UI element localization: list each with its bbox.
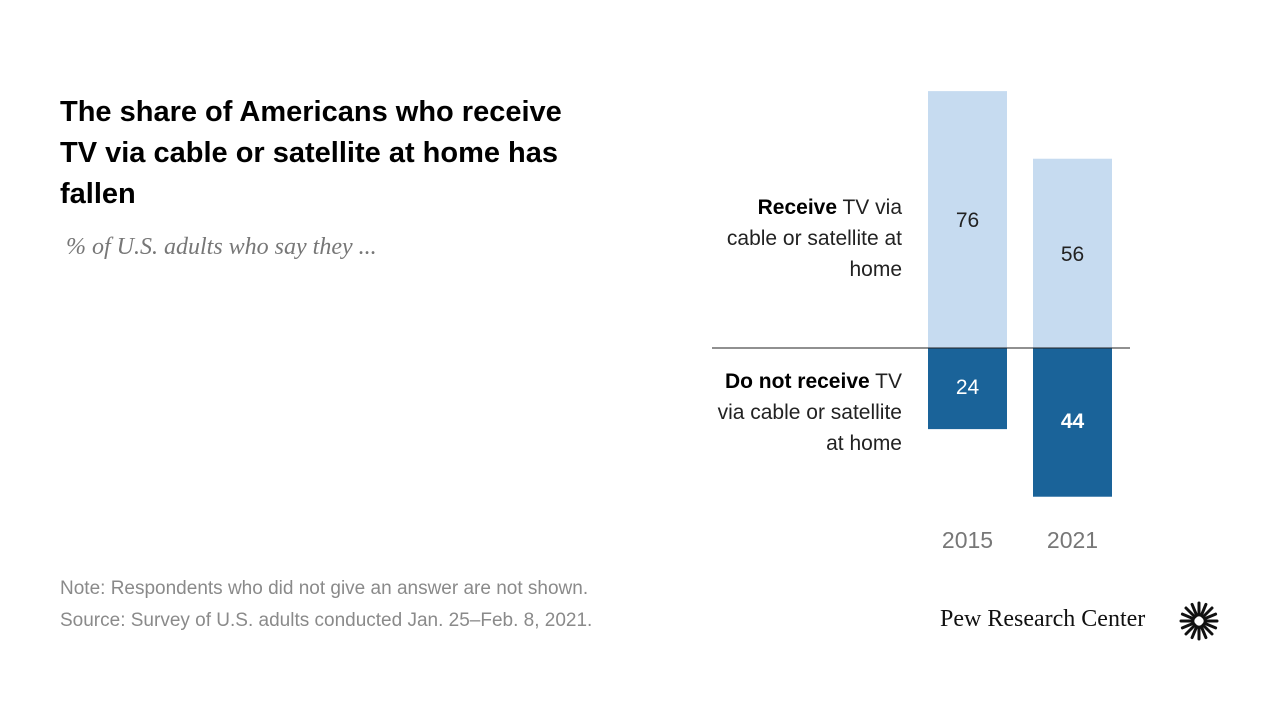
x-tick-label: 2015 bbox=[942, 527, 993, 553]
series-label: Receive TV via cable or satellite at hom… bbox=[702, 192, 902, 285]
x-tick-label: 2021 bbox=[1047, 527, 1098, 553]
source: Source: Survey of U.S. adults conducted … bbox=[60, 610, 593, 631]
note: Note: Respondents who did not give an an… bbox=[60, 578, 589, 599]
data-label: 56 bbox=[1061, 243, 1084, 266]
series-label: Do not receive TV via cable or satellite… bbox=[702, 366, 902, 459]
data-label: 44 bbox=[1061, 410, 1085, 433]
chart-subtitle: % of U.S. adults who say they ... bbox=[66, 234, 377, 260]
chart-title: The share of Americans who receive TV vi… bbox=[60, 96, 562, 210]
series-detail: TV via cable or satellite at home bbox=[726, 196, 902, 281]
series-detail: TV via cable or satellite at home bbox=[717, 370, 902, 455]
bar bbox=[928, 348, 1007, 430]
brand: Pew Research Center bbox=[940, 606, 1146, 632]
logo-icon bbox=[1179, 601, 1219, 641]
bar bbox=[928, 91, 1007, 349]
bar bbox=[1033, 348, 1112, 497]
bar bbox=[1033, 158, 1112, 348]
data-label: 24 bbox=[956, 376, 980, 399]
series-name: Receive bbox=[757, 196, 838, 219]
data-label: 76 bbox=[956, 209, 979, 232]
series-name: Do not receive bbox=[724, 370, 870, 393]
